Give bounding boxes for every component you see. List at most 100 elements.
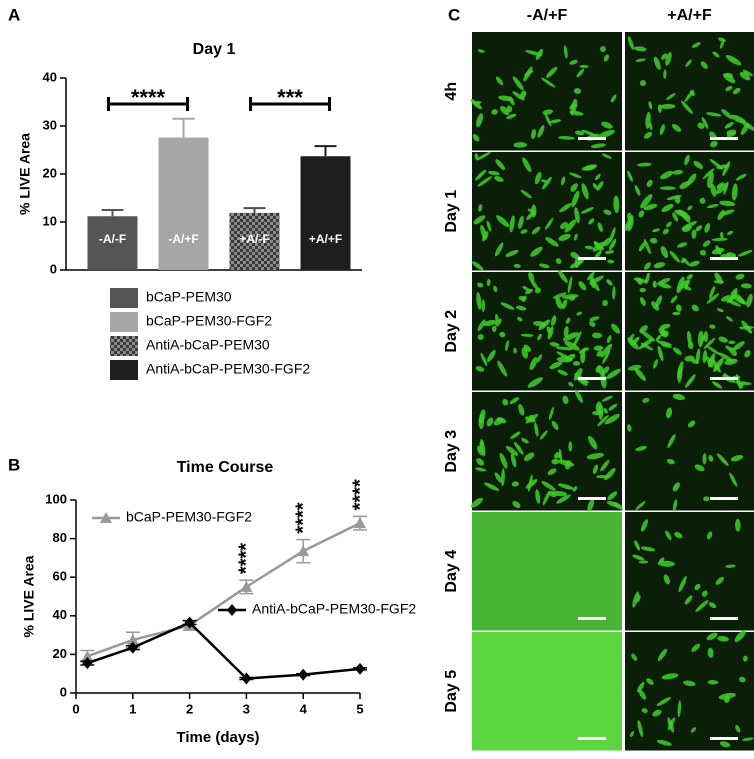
cell	[666, 458, 675, 465]
cell	[687, 205, 693, 211]
cell	[500, 106, 510, 116]
cell	[557, 369, 568, 376]
cell	[666, 221, 672, 228]
cell	[709, 285, 716, 299]
cell	[593, 345, 604, 351]
cell	[653, 359, 658, 369]
micrograph	[472, 151, 622, 271]
cell	[672, 347, 682, 355]
cell	[709, 158, 724, 170]
cell	[735, 518, 741, 532]
marker	[82, 657, 93, 670]
cell	[483, 482, 500, 491]
cell	[578, 281, 587, 291]
y-tick-label: 10	[43, 213, 57, 228]
micrograph-bg	[472, 632, 622, 751]
cell	[627, 36, 634, 50]
cell	[528, 272, 535, 283]
cell	[719, 741, 731, 748]
micrograph	[472, 270, 622, 391]
cell	[674, 532, 683, 539]
cell	[535, 489, 541, 504]
y-tick-label: 60	[53, 569, 67, 584]
cell	[542, 176, 552, 190]
cell	[637, 720, 643, 737]
cell	[680, 100, 694, 115]
micrograph	[470, 32, 622, 151]
cell	[588, 218, 595, 225]
cell	[726, 252, 737, 258]
cell	[478, 414, 485, 430]
cell	[549, 361, 563, 370]
chart-title: Day 1	[193, 41, 236, 58]
cell	[537, 125, 545, 138]
cell	[600, 343, 613, 358]
cell	[738, 676, 746, 683]
cell	[581, 183, 589, 200]
cell	[506, 113, 517, 120]
cell	[486, 417, 494, 427]
cell	[496, 215, 510, 228]
cell	[699, 197, 706, 204]
cell	[488, 170, 500, 176]
legend-label: bCaP-PEM30-FGF2	[126, 509, 252, 525]
cell	[515, 305, 527, 311]
cell	[495, 76, 504, 86]
cell	[597, 222, 603, 233]
cell	[604, 250, 615, 254]
cell	[544, 217, 554, 230]
cell	[518, 403, 525, 416]
cell	[569, 260, 583, 269]
cell	[502, 398, 509, 406]
cell	[552, 292, 567, 299]
y-tick-label: 20	[53, 646, 67, 661]
cell	[501, 468, 505, 487]
cell	[582, 347, 590, 351]
cell	[556, 494, 571, 504]
cell	[562, 395, 569, 405]
cell	[638, 210, 645, 218]
cell	[477, 319, 486, 332]
cell	[669, 250, 680, 263]
cell	[695, 348, 701, 364]
cell	[580, 349, 586, 364]
cell	[601, 121, 613, 129]
cell	[703, 331, 709, 343]
cell	[475, 366, 485, 372]
cell	[526, 210, 536, 221]
cell	[584, 245, 594, 250]
legend-swatch	[110, 360, 138, 380]
cell	[677, 366, 683, 383]
cell	[684, 595, 693, 605]
cell	[600, 372, 607, 389]
x-tick-label: 4	[300, 701, 308, 716]
cell	[602, 349, 611, 364]
cell	[717, 210, 725, 220]
cell	[596, 181, 604, 191]
cell	[707, 647, 714, 658]
cell	[525, 479, 538, 489]
column-label: +A/+F	[667, 7, 712, 24]
cell	[609, 227, 616, 243]
cell	[660, 246, 669, 259]
cell	[667, 717, 675, 733]
cell	[744, 350, 751, 358]
cell	[666, 93, 676, 100]
y-tick-label: 100	[45, 491, 67, 506]
row-label: Day 5	[443, 670, 460, 713]
row-label: Day 4	[443, 550, 460, 593]
cell	[702, 350, 708, 363]
cell	[712, 381, 723, 389]
cell	[494, 176, 504, 182]
cell	[738, 382, 744, 389]
chart-title: Time Course	[177, 459, 274, 476]
cell	[591, 332, 603, 339]
cell	[572, 360, 581, 366]
cell	[551, 458, 560, 465]
cell	[740, 122, 750, 136]
cell	[498, 95, 514, 102]
cell	[643, 203, 658, 211]
cell	[653, 56, 661, 70]
cell	[636, 277, 643, 285]
cell	[523, 66, 533, 82]
